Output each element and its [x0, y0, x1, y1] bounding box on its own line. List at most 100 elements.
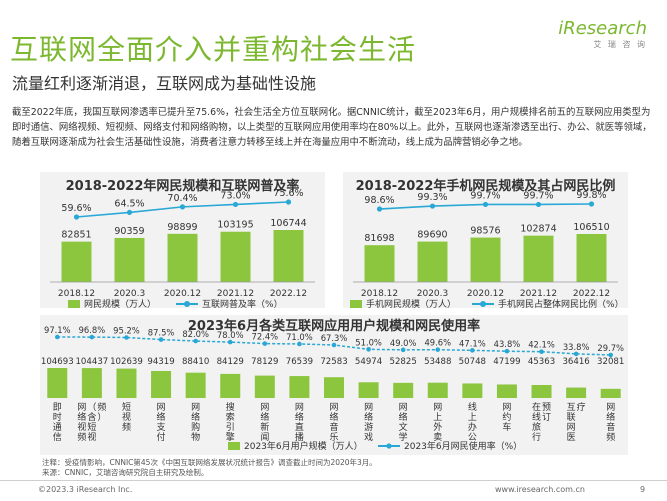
line-value-label: 99.8%	[576, 190, 606, 201]
x-tick-label: 网络游戏	[364, 402, 373, 443]
line-point	[573, 351, 579, 357]
footnote-source: 来源：CNNIC，艾瑞咨询研究院自主研究及绘制。	[42, 468, 209, 477]
line-value-label: 72.4%	[252, 332, 279, 342]
bar	[470, 237, 501, 282]
x-tick-label: 网络视频（含短视频）	[77, 401, 106, 443]
line-value-label: 75.6%	[273, 188, 303, 199]
x-tick-label: 网络新闻	[260, 402, 269, 443]
bar-value-label: 76539	[286, 357, 313, 367]
bar-value-label: 98576	[470, 226, 500, 237]
legend-line-swatch	[472, 300, 495, 307]
line-value-label: 67.3%	[321, 333, 348, 343]
line-point	[429, 203, 436, 209]
bar-value-label: 102639	[110, 357, 143, 367]
line-point	[89, 334, 95, 340]
line-value-label: 71.0%	[286, 332, 313, 342]
legend-label: 网民规模（万人）	[84, 300, 157, 310]
logo-subtext: 艾 瑞 咨 询	[593, 40, 647, 49]
x-tick-label: 网约车	[502, 402, 511, 433]
line-point	[124, 335, 129, 340]
bar	[566, 387, 587, 398]
legend-bar-swatch	[350, 299, 362, 308]
footer-copyright: ©2023.3 iResearch Inc.	[38, 485, 133, 494]
chart-legend: 网民规模（万人） 互联网普及率（%）	[68, 297, 283, 310]
bar	[185, 372, 206, 398]
chart-panel-apps: 2023年6月各类互联网应用用户规模和网民使用率 104693 即时通信 10443…	[40, 315, 628, 455]
x-tick-label: 2020.12	[164, 289, 201, 299]
x-tick-label: 2022.12	[573, 289, 610, 299]
line-value-label: 97.1%	[44, 325, 71, 335]
x-tick-label: 即时通信	[53, 402, 62, 443]
line-point	[366, 347, 371, 352]
bar	[151, 370, 172, 398]
line-point	[193, 338, 198, 344]
footer-website[interactable]: www.iresearch.com.cn	[495, 485, 585, 494]
line-point	[227, 339, 233, 345]
bar-value-label: 104437	[75, 357, 108, 367]
line-point	[435, 347, 441, 352]
bar	[393, 382, 414, 398]
x-tick-label: 互联网医疗	[567, 401, 586, 443]
bar	[47, 368, 68, 398]
line-point	[539, 349, 544, 354]
line-point	[400, 347, 406, 353]
bar	[273, 230, 304, 282]
logo-text: iResearch	[558, 18, 647, 39]
bar-value-label: 54974	[355, 357, 382, 367]
legend-label: 互联网普及率（%）	[202, 300, 283, 310]
bar-value-label: 104693	[41, 357, 74, 367]
bar	[61, 241, 92, 282]
chart-panel-netizens: 2018-2022年网民规模和互联网普及率 82851 2018.12 90359 2…	[40, 172, 325, 308]
bar-value-label: 81698	[364, 233, 394, 244]
line-point	[297, 341, 302, 347]
line-point	[470, 348, 475, 353]
line-value-label: 51.0%	[355, 337, 382, 347]
bar-value-label: 50748	[459, 357, 486, 367]
chart-title: 2018-2022年网民规模和互联网普及率	[65, 179, 300, 194]
chart-panel-mobile: 2018-2022年手机网民规模及其占网民比例 81698 2018.12 8969…	[343, 172, 628, 308]
chart-legend: 手机网民规模（万人） 手机网民占整体网民比例（%）	[350, 297, 624, 310]
line-value-label: 98.6%	[364, 195, 394, 206]
x-tick-label: 网络支付	[157, 402, 166, 443]
legend-label: 手机网民占整体网民比例（%）	[498, 300, 624, 310]
bar	[220, 231, 251, 282]
line-value-label: 47.1%	[459, 338, 486, 348]
bar-value-label: 102874	[520, 224, 556, 235]
legend-label: 手机网民规模（万人）	[366, 300, 457, 310]
bar	[324, 377, 344, 398]
bar-value-label: 78129	[251, 357, 278, 367]
line-value-label: 49.0%	[390, 338, 417, 348]
bar-value-label: 106510	[573, 222, 609, 233]
bar-value-label: 103195	[217, 220, 253, 231]
line-value-label: 78.0%	[217, 330, 244, 340]
legend-line-marker	[386, 443, 392, 449]
x-tick-label: 2020.3	[417, 289, 449, 299]
x-tick-label: 网络直播	[295, 402, 304, 443]
brand-logo: iResearch 艾 瑞 咨 询	[558, 18, 647, 50]
line-value-label: 95.2%	[113, 326, 140, 336]
bar-value-label: 89690	[417, 230, 447, 241]
page-title: 互联网全面介入并重构社会生活	[10, 33, 417, 66]
bar-value-label: 47199	[493, 357, 520, 367]
line-value-label: 99.7%	[470, 190, 500, 201]
page-subtitle: 流量红利逐渐消退，互联网成为基础性设施	[12, 74, 317, 93]
x-tick-label: 网络音频	[606, 402, 615, 443]
bar	[364, 245, 395, 282]
legend-bar-swatch	[68, 299, 80, 308]
line-value-label: 43.8%	[494, 339, 521, 349]
line-value-label: 42.1%	[528, 340, 555, 350]
bar	[254, 375, 275, 398]
chart-svg: 104693 即时通信 104437 网络视频（含短视频） 102639 短视频 94319…	[41, 325, 624, 452]
x-tick-label: 2020.3	[114, 289, 146, 299]
line-point	[482, 201, 489, 208]
x-tick-label: 线上办公	[468, 401, 477, 443]
x-tick-label: 在线旅行预订	[532, 401, 551, 443]
chart-svg: 81698 2018.12 89690 2020.3 98576 2020.12 10287…	[353, 190, 618, 299]
x-tick-label: 网络文学	[399, 402, 408, 443]
line-value-label: 96.8%	[79, 325, 106, 335]
line-value-label: 33.8%	[563, 342, 590, 352]
line-point	[262, 341, 268, 346]
series-line	[76, 201, 289, 218]
bar	[114, 237, 145, 282]
bar	[81, 368, 102, 398]
